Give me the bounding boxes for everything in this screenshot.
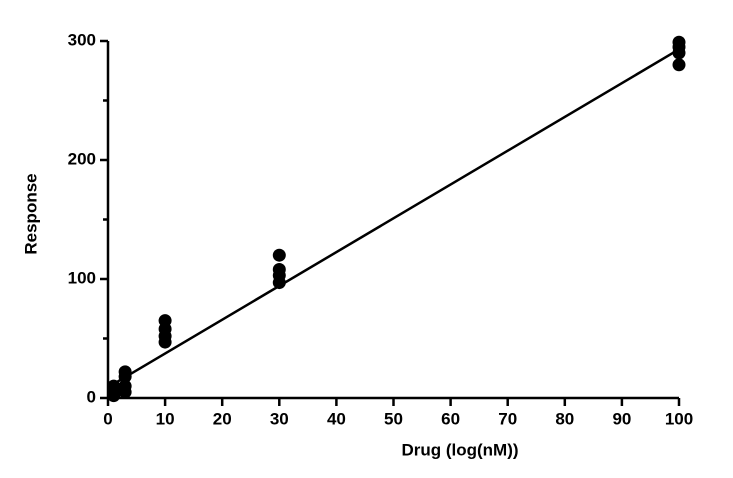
data-point <box>118 365 132 379</box>
x-tick-label: 70 <box>498 409 517 428</box>
data-point <box>272 248 286 262</box>
x-tick-label: 90 <box>612 409 631 428</box>
y-tick-label: 200 <box>68 149 96 168</box>
data-point <box>672 58 686 72</box>
fit-line <box>107 48 680 389</box>
x-tick-label: 50 <box>384 409 403 428</box>
data-point <box>672 35 686 49</box>
x-tick-label: 0 <box>103 409 112 428</box>
x-tick-label: 30 <box>270 409 289 428</box>
y-tick-label: 0 <box>87 387 96 406</box>
x-tick-label: 10 <box>156 409 175 428</box>
x-tick-label: 100 <box>665 409 693 428</box>
x-axis-label: Drug (log(nM)) <box>401 440 518 459</box>
y-axis-label: Response <box>21 173 40 254</box>
data-point <box>118 379 132 393</box>
data-point <box>272 262 286 276</box>
x-tick-label: 60 <box>441 409 460 428</box>
data-point <box>107 379 121 393</box>
x-tick-label: 40 <box>327 409 346 428</box>
data-point <box>158 314 172 328</box>
x-tick-label: 80 <box>555 409 574 428</box>
y-tick-label: 300 <box>68 30 96 49</box>
x-tick-label: 20 <box>213 409 232 428</box>
y-tick-label: 100 <box>68 268 96 287</box>
